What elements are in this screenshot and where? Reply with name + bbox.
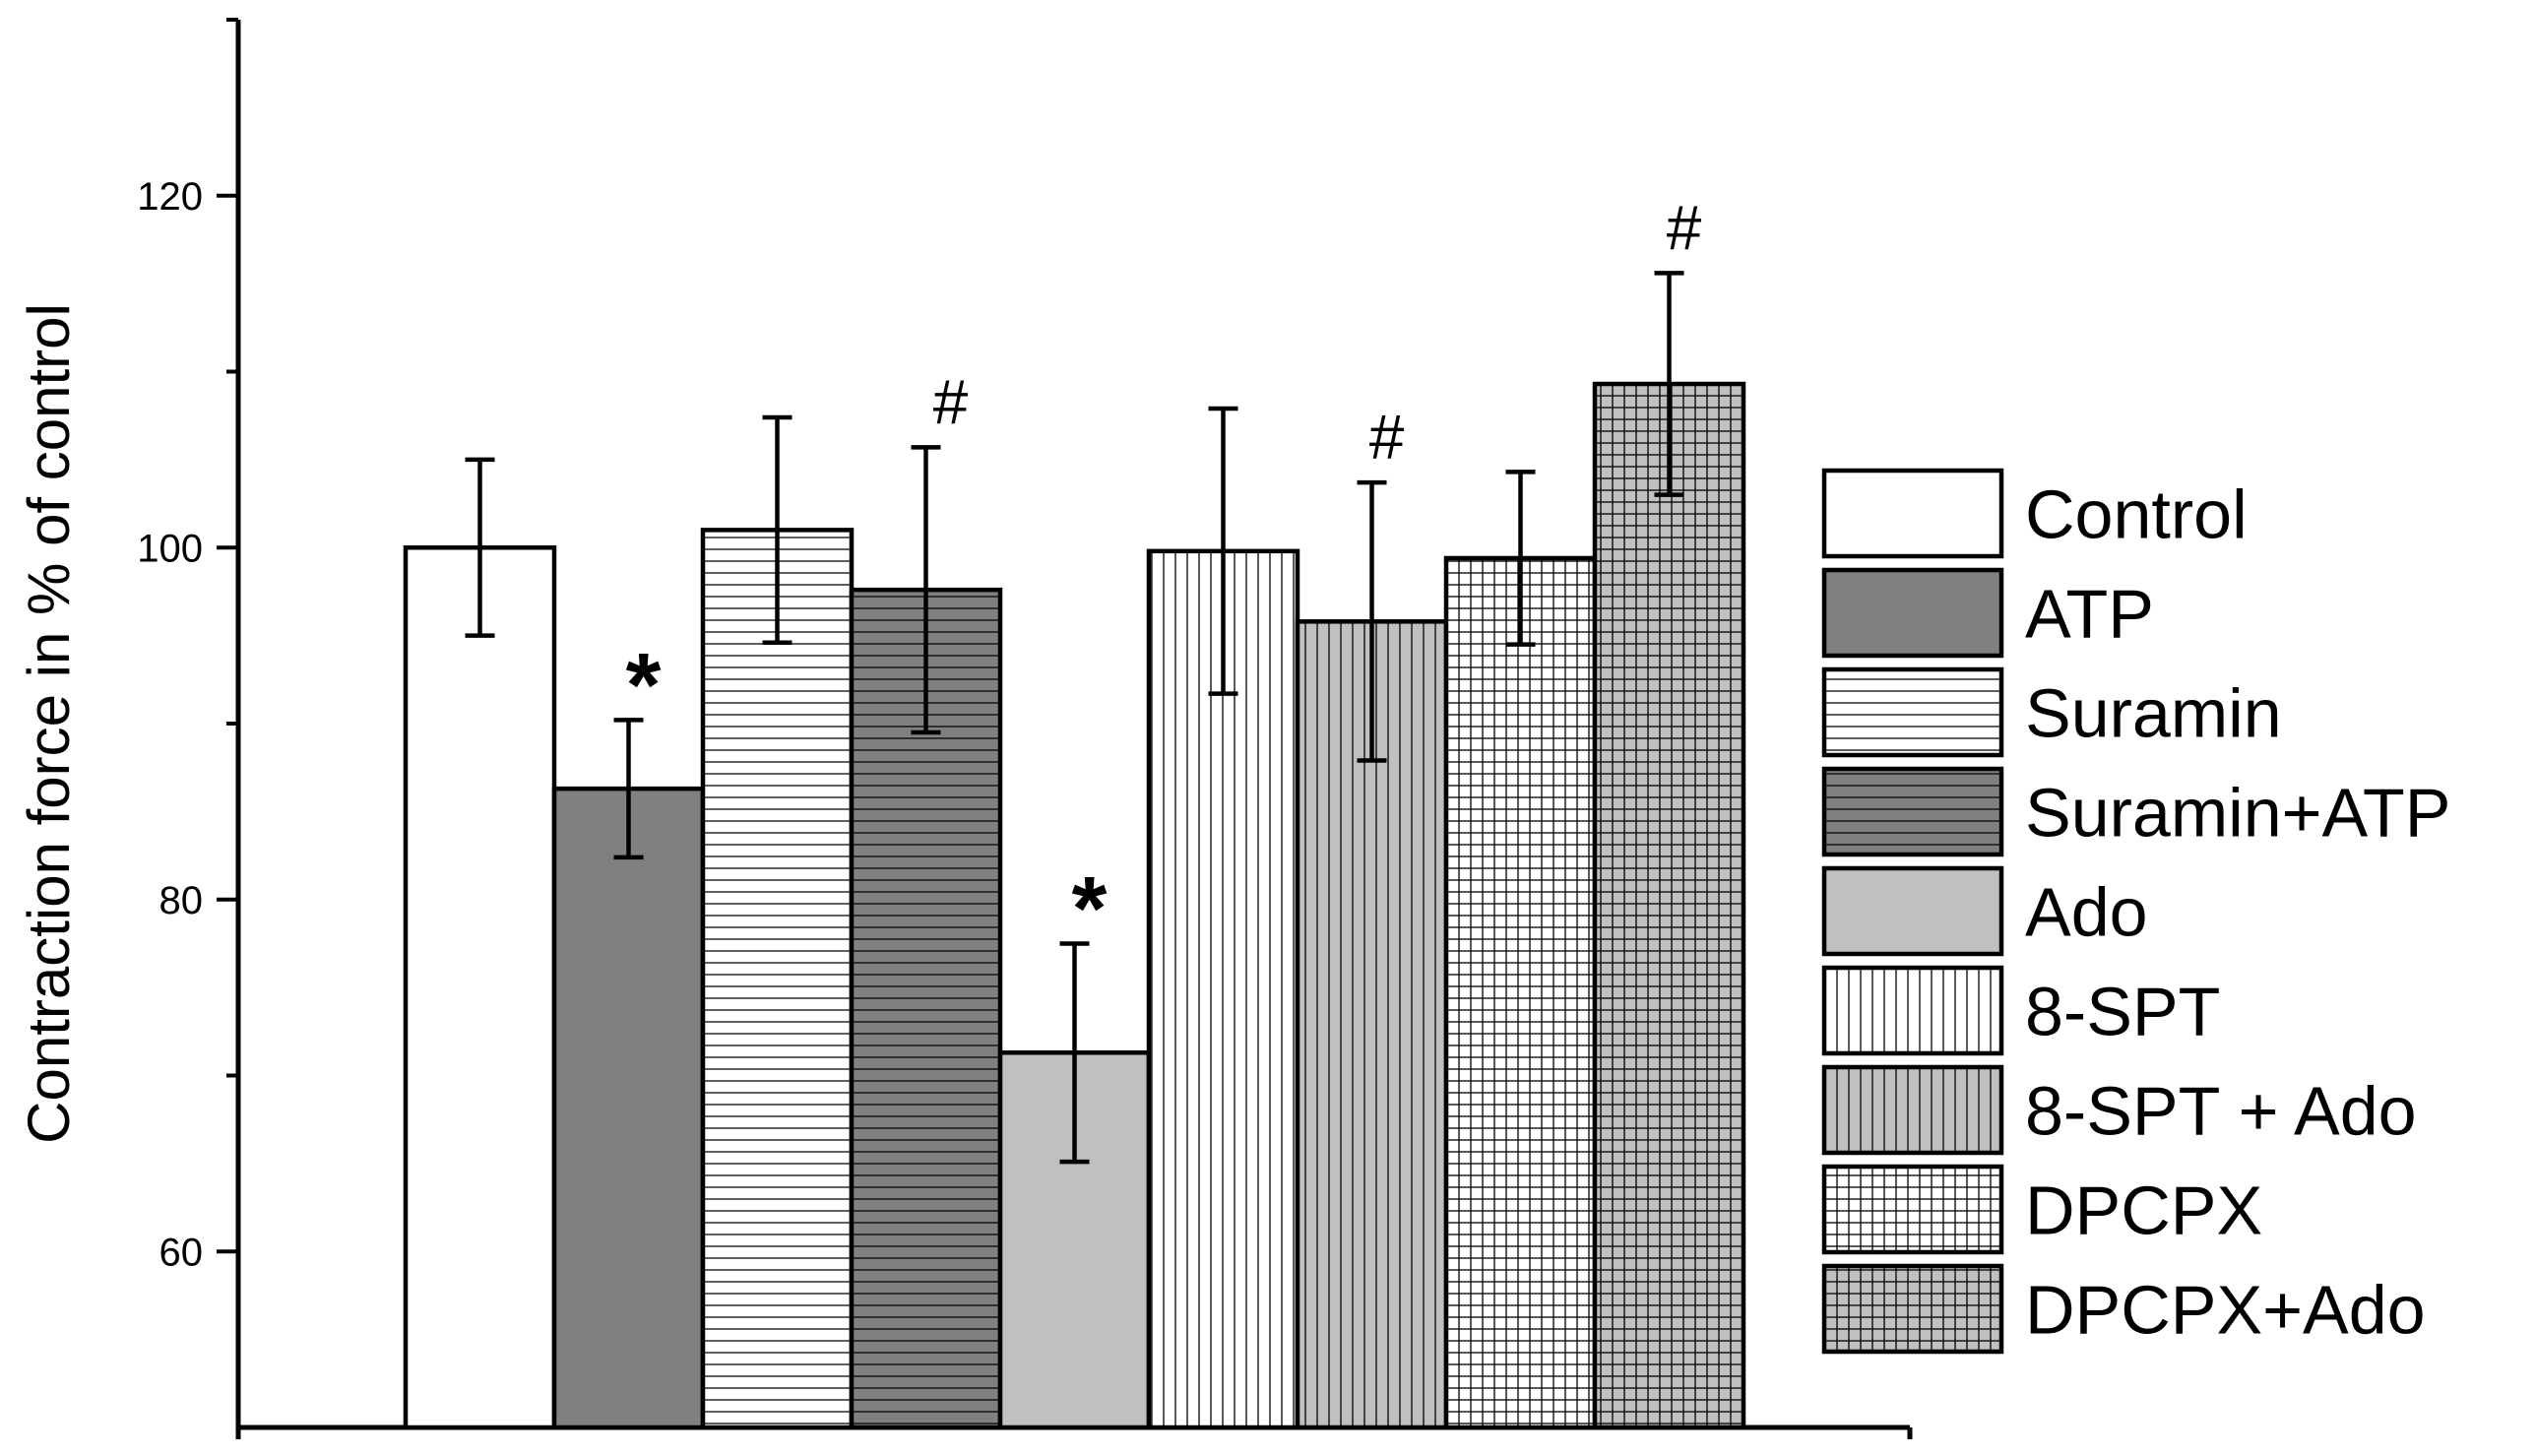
error-bar-8-spt-ado bbox=[1357, 479, 1387, 763]
bar-pattern bbox=[1446, 557, 1595, 1427]
bar-8-spt bbox=[1146, 548, 1300, 1430]
legend-swatch bbox=[1824, 868, 2001, 954]
legend-label: Suramin bbox=[2025, 675, 2282, 752]
legend-item-8-spt: 8-SPT bbox=[1821, 965, 2220, 1056]
error-bar-control bbox=[465, 457, 495, 638]
error-bar-suramin-atp bbox=[911, 445, 941, 735]
bar-suramin-atp bbox=[849, 587, 1003, 1430]
error-bar-8-spt bbox=[1208, 406, 1238, 696]
legend-item-ado: Ado bbox=[1821, 865, 2148, 957]
y-tick-label: 120 bbox=[137, 175, 203, 219]
y-tick-label: 60 bbox=[159, 1231, 204, 1274]
legend-label: 8-SPT + Ado bbox=[2025, 1073, 2417, 1150]
bars bbox=[403, 381, 1746, 1430]
legend-label: DPCPX+Ado bbox=[2025, 1272, 2426, 1349]
bar-dpcpx bbox=[1443, 555, 1598, 1430]
error-bar-atp bbox=[613, 718, 644, 860]
legend: Control ATP Suramin Suramin+ATP Ado 8-SPT 8-SP… bbox=[1821, 468, 2450, 1355]
legend-item-8-spt-ado: 8-SPT + Ado bbox=[1821, 1064, 2417, 1156]
significance-hash: # bbox=[1369, 402, 1405, 473]
legend-swatch bbox=[1824, 471, 2001, 556]
bar-fill bbox=[554, 789, 703, 1427]
error-bar-suramin bbox=[762, 414, 792, 646]
y-axis-label: Contraction force in % of control bbox=[16, 303, 82, 1144]
significance-star: * bbox=[1072, 858, 1108, 959]
error-bar-dpcpx bbox=[1505, 470, 1536, 647]
legend-label: DPCPX bbox=[2025, 1172, 2262, 1249]
y-tick-label: 80 bbox=[159, 879, 204, 922]
legend-label: Ado bbox=[2025, 874, 2148, 951]
legend-item-suramin: Suramin bbox=[1821, 666, 2282, 758]
significance-hash: # bbox=[933, 366, 969, 437]
axes: 60 80 100 120 Contraction force in % of con… bbox=[16, 18, 1913, 1439]
legend-item-dpcpx: DPCPX bbox=[1821, 1164, 2262, 1255]
legend-label: Suramin+ATP bbox=[2025, 775, 2450, 852]
legend-item-atp: ATP bbox=[1821, 567, 2154, 659]
legend-label: ATP bbox=[2025, 576, 2154, 653]
significance-star: * bbox=[626, 635, 662, 735]
significance-hash: # bbox=[1667, 192, 1702, 263]
bar-pattern bbox=[1595, 384, 1743, 1428]
bar-control bbox=[403, 545, 557, 1430]
legend-item-suramin-atp: Suramin+ATP bbox=[1821, 766, 2450, 857]
y-tick-label: 100 bbox=[137, 527, 203, 570]
bar-suramin bbox=[700, 528, 855, 1430]
legend-label: Control bbox=[2025, 476, 2248, 553]
error-bar-ado bbox=[1059, 941, 1090, 1165]
bar-atp bbox=[551, 786, 706, 1430]
legend-item-dpcpx-ado: DPCPX+Ado bbox=[1821, 1263, 2426, 1355]
bar-dpcpx-ado bbox=[1592, 381, 1746, 1430]
significance-annotations: * # * # # bbox=[626, 192, 1702, 959]
legend-item-control: Control bbox=[1821, 468, 2248, 559]
bar-fill bbox=[406, 547, 554, 1427]
bar-pattern bbox=[703, 530, 852, 1427]
bar-pattern bbox=[1149, 550, 1298, 1427]
error-bars bbox=[465, 271, 1684, 1165]
legend-label: 8-SPT bbox=[2025, 974, 2220, 1050]
error-bar-dpcpx-ado bbox=[1654, 271, 1684, 497]
legend-swatch bbox=[1824, 570, 2001, 656]
